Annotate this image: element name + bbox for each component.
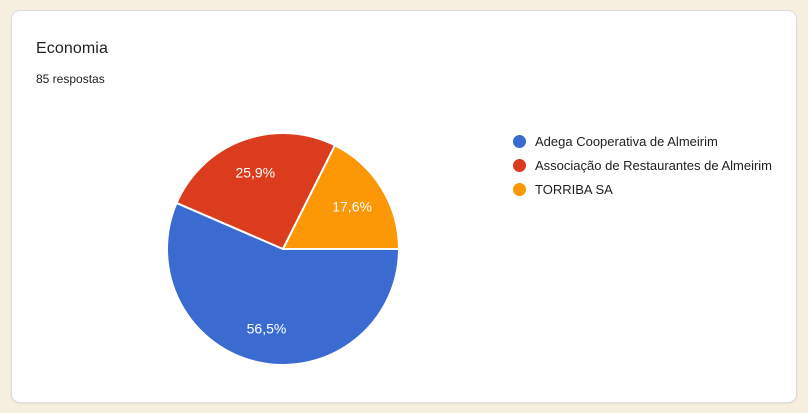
pie-slice-0[interactable] [166, 201, 400, 366]
question-summary-card: Economia 85 respostas 56,5% 25,9% 17,6% Ad… [11, 10, 797, 403]
chart-legend: Adega Cooperativa de Almeirim Associação … [513, 133, 772, 199]
pie-slice-2[interactable] [282, 144, 400, 250]
pie-chart: 56,5% 25,9% 17,6% [166, 132, 400, 366]
pie-slice-label-2: 17,6% [332, 198, 372, 214]
pie-slice-label-0: 56,5% [247, 321, 287, 337]
legend-swatch-icon [513, 183, 526, 196]
pie-slice-1[interactable] [175, 132, 337, 250]
legend-label: TORRIBA SA [535, 182, 613, 197]
legend-label: Adega Cooperativa de Almeirim [535, 134, 718, 149]
legend-swatch-icon [513, 159, 526, 172]
legend-item-0: Adega Cooperativa de Almeirim [513, 133, 772, 151]
pie-slice-label-1: 25,9% [235, 165, 275, 181]
legend-label: Associação de Restaurantes de Almeirim [535, 158, 773, 173]
legend-item-1: Associação de Restaurantes de Almeirim [513, 157, 772, 175]
response-count: 85 respostas [36, 72, 105, 86]
legend-swatch-icon [513, 135, 526, 148]
question-title: Economia [36, 40, 108, 57]
legend-item-2: TORRIBA SA [513, 181, 772, 199]
